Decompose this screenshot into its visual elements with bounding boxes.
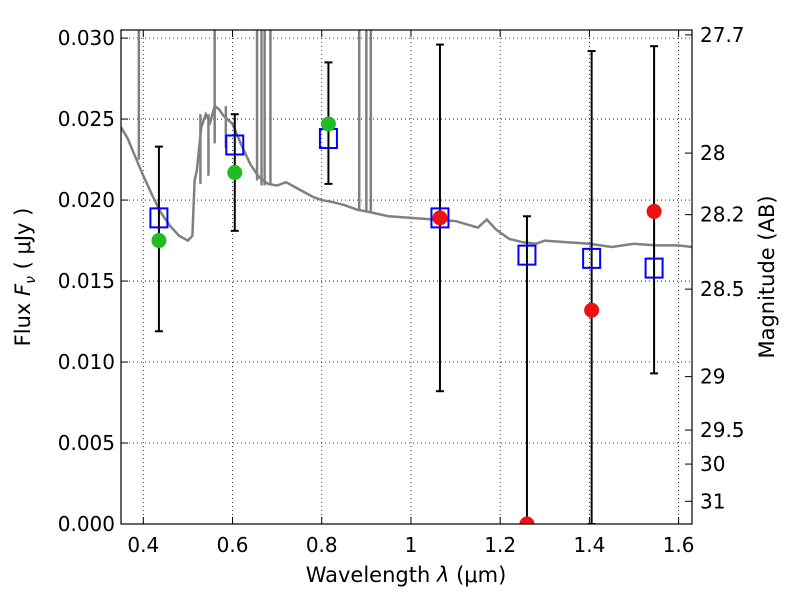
magnitude-tick-label: 29 — [700, 365, 725, 389]
magnitude-axis-label: Magnitude (AB) — [755, 195, 779, 358]
x-axis-label: Wavelength λ (μm) — [306, 563, 507, 587]
magnitude-tick-label: 30 — [700, 452, 725, 476]
magnitude-tick-label: 28.5 — [700, 277, 745, 301]
magnitude-tick-label: 29.5 — [700, 418, 745, 442]
observed-point — [519, 516, 535, 524]
model-point — [644, 257, 664, 279]
model-point — [517, 244, 537, 266]
x-tick-label: 0.8 — [306, 533, 338, 557]
observed-point — [584, 302, 600, 318]
grid — [121, 30, 692, 525]
magnitude-axis-ticks: 27.7 28 28.2 28.5 29 29.5 30 31 — [685, 23, 745, 513]
y-tick-label: 0.010 — [58, 350, 115, 374]
magnitude-tick-label: 27.7 — [700, 23, 745, 47]
observed-point — [646, 203, 662, 219]
x-tick-label: 0.6 — [217, 533, 249, 557]
y-tick-label: 0.000 — [58, 512, 115, 536]
observed-point — [320, 116, 336, 132]
x-tick-label: 1.4 — [573, 533, 605, 557]
x-tick-label: 0.4 — [127, 533, 159, 557]
magnitude-tick-label: 28.2 — [700, 203, 745, 227]
x-tick-label: 1 — [405, 533, 418, 557]
x-tick-label: 1.2 — [484, 533, 516, 557]
observed-point — [151, 233, 167, 249]
plot-frame — [120, 29, 693, 525]
y-tick-label: 0.005 — [58, 431, 115, 455]
y-axis-label: Flux Fν ( μJy ) — [11, 208, 39, 347]
y-tick-label: 0.020 — [58, 188, 115, 212]
model-point — [225, 134, 245, 156]
y-axis-ticks: 0.000 0.005 0.010 0.015 0.020 0.025 0.030 — [58, 26, 128, 536]
error-bars — [154, 43, 659, 524]
y-tick-label: 0.030 — [58, 26, 115, 50]
y-tick-label: 0.025 — [58, 107, 115, 131]
model-photometry-points — [149, 128, 664, 279]
observed-photometry-points — [151, 116, 662, 524]
model-spectrum-line — [121, 104, 692, 249]
observed-point — [432, 210, 448, 226]
magnitude-tick-label: 28 — [700, 141, 725, 165]
observed-point — [227, 165, 243, 181]
model-point — [149, 207, 169, 229]
spectrum-emission-lines — [137, 30, 373, 212]
model-point — [430, 207, 450, 229]
magnitude-tick-label: 31 — [700, 489, 725, 513]
y-tick-label: 0.015 — [58, 269, 115, 293]
model-point — [582, 247, 602, 269]
x-axis-ticks: 0.4 0.6 0.8 1 1.2 1.4 1.6 — [127, 30, 695, 557]
x-tick-label: 1.6 — [663, 533, 695, 557]
